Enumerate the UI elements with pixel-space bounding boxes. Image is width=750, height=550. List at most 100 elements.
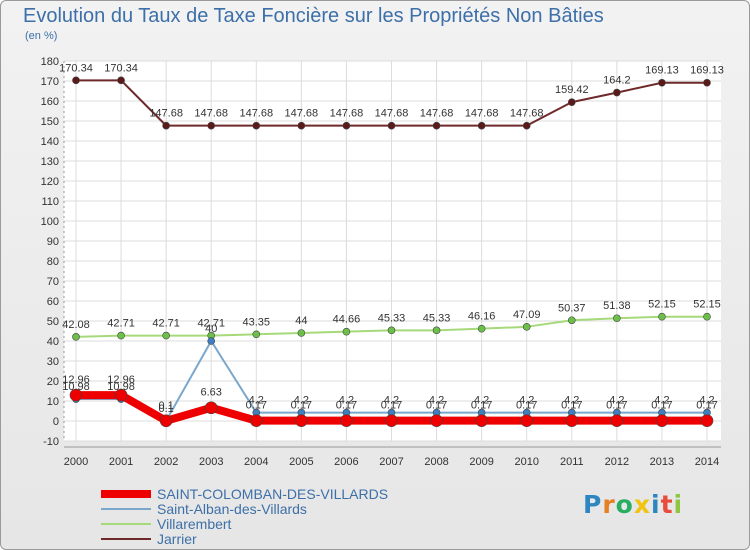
data-label-saint-alban-des-villards: 4.2 [474, 395, 489, 407]
x-tick-label: 2000 [64, 456, 88, 468]
legend-label: SAINT-COLOMBAN-DES-VILLARDS [157, 485, 389, 502]
legend-item-jarrier: Jarrier [101, 530, 388, 547]
data-label-saint-alban-des-villards: 40 [205, 323, 217, 335]
data-label-saint-alban-des-villards: 4.2 [339, 395, 354, 407]
data-label-jarrier: 147.68 [420, 108, 454, 120]
y-unit-label: (en %) [25, 30, 58, 42]
data-label-villarembert: 51.38 [603, 300, 631, 312]
y-tick-label: 70 [47, 276, 59, 288]
y-tick-label: 0 [53, 416, 59, 428]
data-point-saint-colomban-des-villards [159, 414, 173, 428]
data-label-saint-colomban-des-villards: 0.17 [696, 400, 717, 412]
x-tick-label: 2006 [334, 456, 358, 468]
y-tick-label: 160 [41, 96, 59, 108]
data-point-jarrier [207, 121, 216, 130]
data-point-saint-colomban-des-villards [610, 414, 624, 427]
data-label-saint-colomban-des-villards: 0.17 [516, 400, 537, 412]
y-tick-label: 130 [41, 156, 59, 168]
data-point-saint-colomban-des-villards [114, 388, 128, 402]
data-label-saint-alban-des-villards: 4.2 [249, 395, 264, 407]
y-tick-label: 10 [47, 396, 59, 408]
data-label-villarembert: 52.15 [648, 299, 676, 311]
data-point-jarrier [613, 88, 621, 97]
data-point-saint-colomban-des-villards [700, 414, 714, 427]
data-label-villarembert: 42.71 [152, 318, 180, 330]
data-label-saint-colomban-des-villards: 6.63 [201, 387, 222, 399]
data-point-villarembert [297, 329, 306, 337]
axes: -10 0 10 20 30 40 50 60 70 80 90 100 110 120 130 140 150… [41, 56, 721, 468]
x-tick-label: 2004 [244, 456, 268, 468]
data-point-villarembert [658, 312, 666, 321]
legend-label: Jarrier [157, 530, 197, 547]
legend-item-saint-alban-des-villards: Saint-Alban-des-Villards [101, 501, 388, 517]
data-label-jarrier: 170.34 [104, 62, 138, 74]
data-label-saint-alban-des-villards: 10.98 [62, 381, 90, 393]
data-label-saint-colomban-des-villards: 0.17 [471, 400, 492, 412]
data-label-jarrier: 147.68 [194, 108, 228, 120]
data-label-villarembert: 47.09 [513, 309, 541, 321]
data-point-jarrier [658, 78, 666, 87]
logo-letter: x [633, 490, 651, 519]
y-tick-label: 150 [41, 116, 59, 128]
proxiti-logo: Proxiti [583, 490, 683, 519]
data-label-saint-alban-des-villards: 4.2 [294, 395, 309, 407]
data-point-saint-colomban-des-villards [475, 414, 488, 427]
x-tick-label: 2007 [379, 456, 403, 468]
data-point-villarembert [703, 312, 711, 321]
legend: SAINT-COLOMBAN-DES-VILLARDS Saint-Alban-d… [101, 485, 389, 547]
data-label-saint-alban-des-villards: 10.98 [107, 381, 135, 393]
data-point-villarembert [432, 326, 441, 335]
data-label-villarembert: 50.37 [558, 302, 586, 314]
legend-item-villarembert: Villarembert [101, 515, 388, 532]
data-label-villarembert: 46.16 [468, 311, 496, 323]
y-tick-label: 180 [41, 56, 59, 68]
data-point-saint-colomban-des-villards [69, 388, 83, 402]
data-label-saint-alban-des-villards: 4.2 [429, 395, 444, 407]
legend-item-saint-colomban-des-villards: SAINT-COLOMBAN-DES-VILLARDS [101, 485, 389, 502]
data-point-villarembert [162, 331, 170, 340]
data-point-jarrier [432, 121, 441, 130]
y-tick-label: 120 [41, 176, 59, 188]
data-label-villarembert: 45.33 [378, 312, 406, 324]
series-layer [69, 76, 714, 428]
data-label-saint-colomban-des-villards: 0.1 [158, 400, 173, 412]
data-label-saint-colomban-des-villards: 0.17 [336, 400, 357, 412]
data-point-villarembert [252, 330, 261, 339]
data-label-jarrier: 170.34 [59, 62, 93, 74]
data-label-saint-alban-des-villards: 4.2 [609, 395, 624, 407]
data-label-villarembert: 45.33 [423, 312, 451, 324]
data-label-jarrier: 147.68 [239, 108, 273, 120]
data-label-saint-alban-des-villards: 4.2 [654, 395, 669, 407]
x-tick-label: 2012 [605, 456, 629, 468]
data-point-jarrier [162, 121, 170, 130]
data-point-villarembert [522, 323, 531, 331]
data-point-jarrier [522, 121, 531, 130]
x-tick-label: 2002 [154, 456, 178, 468]
y-tick-label: 60 [47, 296, 59, 308]
logo-letter: o [615, 490, 634, 519]
data-label-jarrier: 159.42 [555, 84, 589, 96]
data-label-saint-alban-des-villards: 4.2 [519, 395, 534, 407]
logo-letter: r [602, 490, 616, 519]
data-point-saint-colomban-des-villards [204, 401, 218, 415]
data-label-jarrier: 164.2 [603, 75, 631, 87]
y-tick-label: 90 [47, 236, 59, 248]
legend-swatch [101, 537, 151, 540]
data-point-jarrier [342, 121, 351, 130]
data-point-saint-alban-des-villards [207, 337, 216, 345]
data-point-villarembert [477, 324, 486, 333]
y-tick-label: 30 [47, 356, 59, 368]
data-label-jarrier: 147.68 [330, 108, 364, 120]
data-point-jarrier [567, 98, 576, 106]
data-point-jarrier [477, 121, 486, 130]
legend-swatch [101, 522, 151, 525]
y-tick-label: 40 [47, 336, 59, 348]
data-label-villarembert: 42.71 [197, 318, 225, 330]
legend-label: Villarembert [157, 515, 232, 532]
logo-letter: i [673, 490, 684, 519]
data-label-villarembert: 52.15 [693, 299, 721, 311]
data-label-saint-alban-des-villards: 4.2 [384, 395, 399, 407]
data-point-saint-colomban-des-villards [385, 414, 398, 427]
data-label-saint-colomban-des-villards: 0.17 [246, 400, 267, 412]
